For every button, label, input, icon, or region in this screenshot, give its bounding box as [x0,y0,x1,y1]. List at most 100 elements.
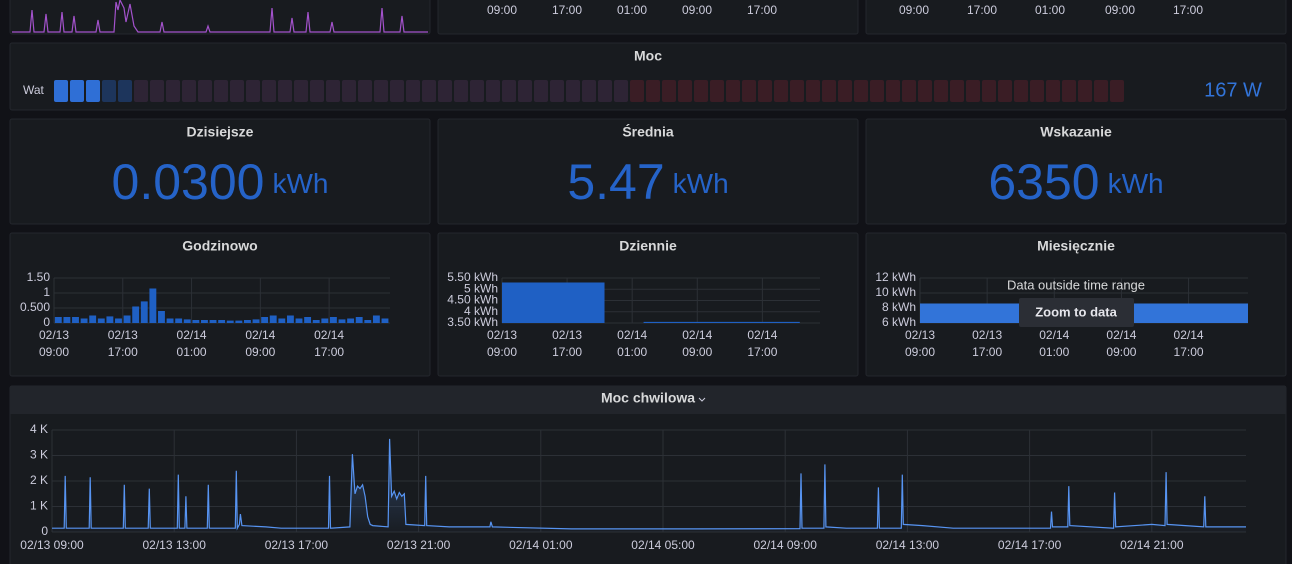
stat-value: 0.0300 [112,154,265,210]
bar [158,311,165,323]
bar [209,320,217,323]
y-tick-label: 4 K [30,422,48,436]
panel [437,232,859,377]
gauge-cell [1110,80,1124,102]
gauge-cell [406,80,420,102]
x-tick-label: 02/14 21:00 [1120,538,1184,552]
gauge-cell [678,80,692,102]
gauge-cell [886,80,900,102]
panel-title: Wskazanie [1040,124,1112,140]
overlay-message: Data outside time range [1007,277,1145,292]
gauge-cell [550,80,564,102]
gauge-cell [854,80,868,102]
x-tick-label: 02/13 13:00 [142,538,206,552]
x-tick-label: 09:00 [899,3,929,17]
gauge-cell [454,80,468,102]
stat: 6350 kWh [988,154,1163,210]
gauge-cell [246,80,260,102]
bar [140,301,148,323]
gauge-cell [214,80,228,102]
gauge-cell [982,80,996,102]
panel-title[interactable]: Moc chwilowa [601,390,695,406]
bar [321,318,329,323]
panel [9,118,431,225]
x-tick-label: 17:00 [552,3,582,17]
bar [218,320,226,323]
gauge-cell [1062,80,1076,102]
gauge-cell [790,80,804,102]
gauge-cell [422,80,436,102]
bar [97,318,105,323]
gauge-cell [950,80,964,102]
gauge-cell [326,80,340,102]
x-tick-label: 02/14 01:00 [509,538,573,552]
gauge-cell [166,80,180,102]
bar [132,306,140,323]
gauge-cell [374,80,388,102]
x-tick-label: 02/14 17:00 [747,328,777,359]
gauge-cell [262,80,276,102]
chevron[interactable] [698,397,706,402]
bar [226,320,234,323]
zoom-button[interactable] [1019,298,1134,327]
x-tick-label: 02/13 09:00 [905,328,935,359]
top-ticks: 09:00 17:00 01:00 09:00 17:00 09:00 17:00 01:00… [487,3,1203,17]
gauge-cell [502,80,516,102]
gauge-cell [646,80,660,102]
stat-unit: kWh [673,168,729,199]
bar [372,315,380,323]
gauge-cell [774,80,788,102]
bar [235,320,243,323]
gauge-cell [662,80,676,102]
bar [123,315,131,323]
x-tick-label: 02/13 17:00 [972,328,1002,359]
gauge-cell [1030,80,1044,102]
bar [175,318,183,323]
bar [364,320,372,323]
bar [243,320,251,323]
x-tick-label: 09:00 [682,3,712,17]
panel-title: Moc [634,48,662,64]
bar [329,317,337,323]
gauge-cell [54,80,68,102]
gauge-cell [1014,80,1028,102]
gauge-cell [934,80,948,102]
x-tick-label: 02/13 09:00 [20,538,84,552]
gauge-label: Wat [23,83,45,97]
gauge-cell [582,80,596,102]
x-tick-label: 02/14 01:00 [617,328,647,359]
stat-value: 6350 [988,154,1099,210]
x-tick-label: 17:00 [1173,3,1203,17]
x-tick-label: 02/13 09:00 [39,328,69,359]
gauge-cell [102,80,116,102]
gauge-cell [822,80,836,102]
gauge-cell [630,80,644,102]
bar [381,318,389,323]
gauge-cell [86,80,100,102]
stat-unit: kWh [272,168,328,199]
gauge-cell [598,80,612,102]
y-tick-label: 6 kWh [882,315,916,329]
gauge-cell [966,80,980,102]
bar [338,319,346,323]
x-tick-label: 02/14 09:00 [245,328,275,359]
gauge-cell [310,80,324,102]
bar [643,321,800,323]
y-tick-label: 8 kWh [882,300,916,314]
gauge-cell [1046,80,1060,102]
gauge-cell [534,80,548,102]
y-tick-label: 0.500 [20,300,50,314]
gauge-cell [742,80,756,102]
bar [347,318,355,323]
bar [89,315,97,323]
panel [9,232,431,377]
panel-header [10,386,1286,414]
bar [201,320,208,323]
gauge-cell [150,80,164,102]
x-tick-label: 02/14 09:00 [682,328,712,359]
zoom-button-label[interactable]: Zoom to data [1035,304,1117,319]
x-tick-label: 17:00 [747,3,777,17]
x-tick-label: 02/13 17:00 [552,328,582,359]
x-tick-label: 02/13 17:00 [108,328,138,359]
gauge-cell [470,80,484,102]
